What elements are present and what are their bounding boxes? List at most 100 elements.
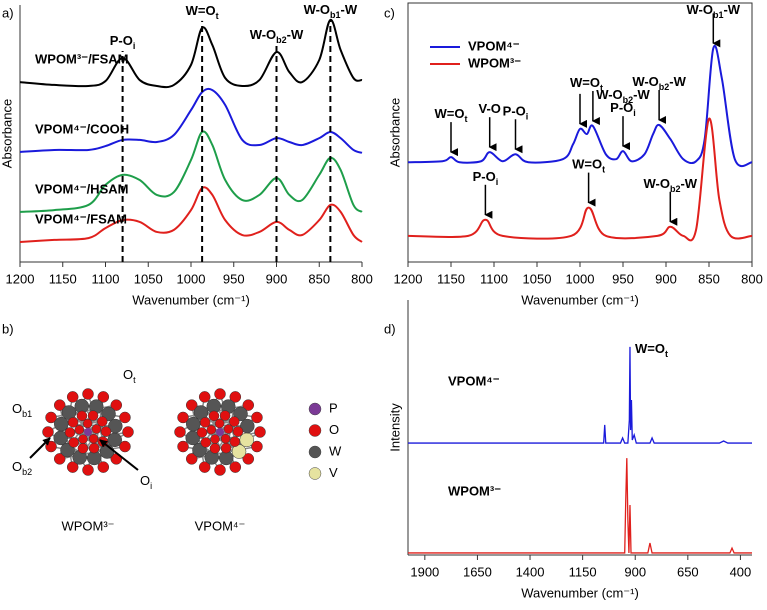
x-tick-label: 900 <box>624 564 646 579</box>
atom <box>229 391 242 403</box>
annotation-label: P-Oi <box>110 33 136 51</box>
atom <box>42 426 54 438</box>
atom <box>53 399 66 411</box>
structure-label: Ot <box>123 367 136 385</box>
legend-swatch <box>308 467 322 480</box>
annotation-label: W-Ob2-W <box>644 176 698 194</box>
x-axis-title: Wavenumber (cm⁻¹) <box>521 585 639 600</box>
atom <box>45 440 57 453</box>
atom <box>108 418 123 434</box>
x-tick-label: 400 <box>730 564 752 579</box>
atom <box>76 410 88 422</box>
legend-label: P <box>329 400 338 415</box>
annotation-label-part: W-O <box>304 2 330 17</box>
atom <box>242 453 255 465</box>
structure-label-part: t <box>133 375 136 385</box>
series-label: VPOM⁴⁻/FSAM <box>35 211 127 226</box>
x-tick-label: 950 <box>612 271 634 286</box>
x-axis-title: Wavenumber (cm⁻¹) <box>521 292 639 307</box>
annotation-label: W-Ob2-W <box>632 74 686 92</box>
annotation-label: W=Ot <box>635 341 668 359</box>
atom <box>196 427 208 438</box>
structure-label-part: O <box>140 473 150 488</box>
y-axis-title: Absorbance <box>387 98 402 167</box>
x-tick-label: 1200 <box>394 271 423 286</box>
annotation-label-part: V-O <box>478 102 500 117</box>
atom <box>87 410 99 421</box>
atom <box>242 399 255 411</box>
annotation-label-part: W=O <box>570 75 600 90</box>
annotation-label-part: -W <box>669 74 686 89</box>
structure-label-part: O <box>123 367 133 382</box>
annotation-label-part: -W <box>723 2 740 17</box>
atom <box>64 427 76 438</box>
atom <box>198 461 211 473</box>
annotation-label-part: W-O <box>596 88 622 103</box>
atom <box>251 411 263 424</box>
x-tick-label: 1050 <box>523 271 552 286</box>
annotation-label: W-Ob1-W <box>304 2 358 20</box>
panel-label: d) <box>384 321 396 336</box>
x-tick-label: 1900 <box>410 564 439 579</box>
spectrum-line <box>19 87 363 154</box>
legend-label: W <box>329 443 342 458</box>
pointer <box>99 439 139 471</box>
spectrum-line <box>19 18 363 89</box>
spectrum-line <box>19 186 363 243</box>
atom <box>223 424 234 434</box>
annotation-label-part: W=O <box>435 107 465 122</box>
annotation-label-part: t <box>216 11 219 21</box>
atom <box>91 424 102 434</box>
atom <box>67 417 79 428</box>
structure-label: Oi <box>140 473 152 491</box>
pointer <box>29 437 51 459</box>
atom <box>119 411 131 424</box>
y-axis-title: Absorbance <box>0 99 14 168</box>
atom <box>200 437 211 448</box>
legend-label: WPOM³⁻ <box>468 55 521 70</box>
atom <box>82 418 93 429</box>
annotation-label-part: i <box>633 109 636 119</box>
annotation-label-part: t <box>602 165 605 175</box>
structure-label: Ob1 <box>12 401 32 419</box>
atom <box>88 433 99 444</box>
spectrum-line <box>19 130 363 213</box>
atom <box>110 399 123 411</box>
x-tick-label: 1150 <box>437 271 465 286</box>
series-label: VPOM⁴⁻/HSAM <box>35 181 128 196</box>
annotation-label: W=Ot <box>570 75 603 93</box>
annotation-label-part: b2 <box>276 35 287 45</box>
atom <box>232 426 244 437</box>
annotation-label-part: b2 <box>659 82 670 92</box>
annotation-label-part: W=O <box>572 157 602 172</box>
x-tick-label: 1650 <box>463 564 492 579</box>
annotation-label-part: i <box>133 41 136 51</box>
atom <box>208 410 220 422</box>
annotation-label: W=Ot <box>572 157 605 175</box>
structure-label-part: O <box>12 459 22 474</box>
annotation-label-part: W-O <box>250 27 276 42</box>
atom <box>174 426 186 438</box>
x-tick-label: 850 <box>698 271 720 286</box>
atom <box>97 416 108 427</box>
annotation-label: W-Ob2-W <box>596 88 650 106</box>
atom <box>119 440 131 453</box>
annotation-label-part: b2 <box>623 96 634 106</box>
atom <box>84 428 92 436</box>
annotation-label: V-O <box>478 102 500 117</box>
series-label: WPOM³⁻ <box>448 483 501 498</box>
annotation-label-part: -W <box>633 88 650 103</box>
annotation-label-part: W-O <box>687 2 713 17</box>
atom <box>100 426 112 437</box>
atom <box>254 426 266 438</box>
atom <box>66 391 79 403</box>
legend-swatch <box>308 445 322 459</box>
x-tick-label: 1200 <box>6 271 35 286</box>
atom <box>82 464 94 476</box>
x-tick-label: 1150 <box>49 271 77 286</box>
panel-label: c) <box>384 5 395 20</box>
x-tick-label: 950 <box>223 271 245 286</box>
structure-label-part: b2 <box>22 467 32 477</box>
x-axis-title: Wavenumber (cm⁻¹) <box>132 292 250 307</box>
